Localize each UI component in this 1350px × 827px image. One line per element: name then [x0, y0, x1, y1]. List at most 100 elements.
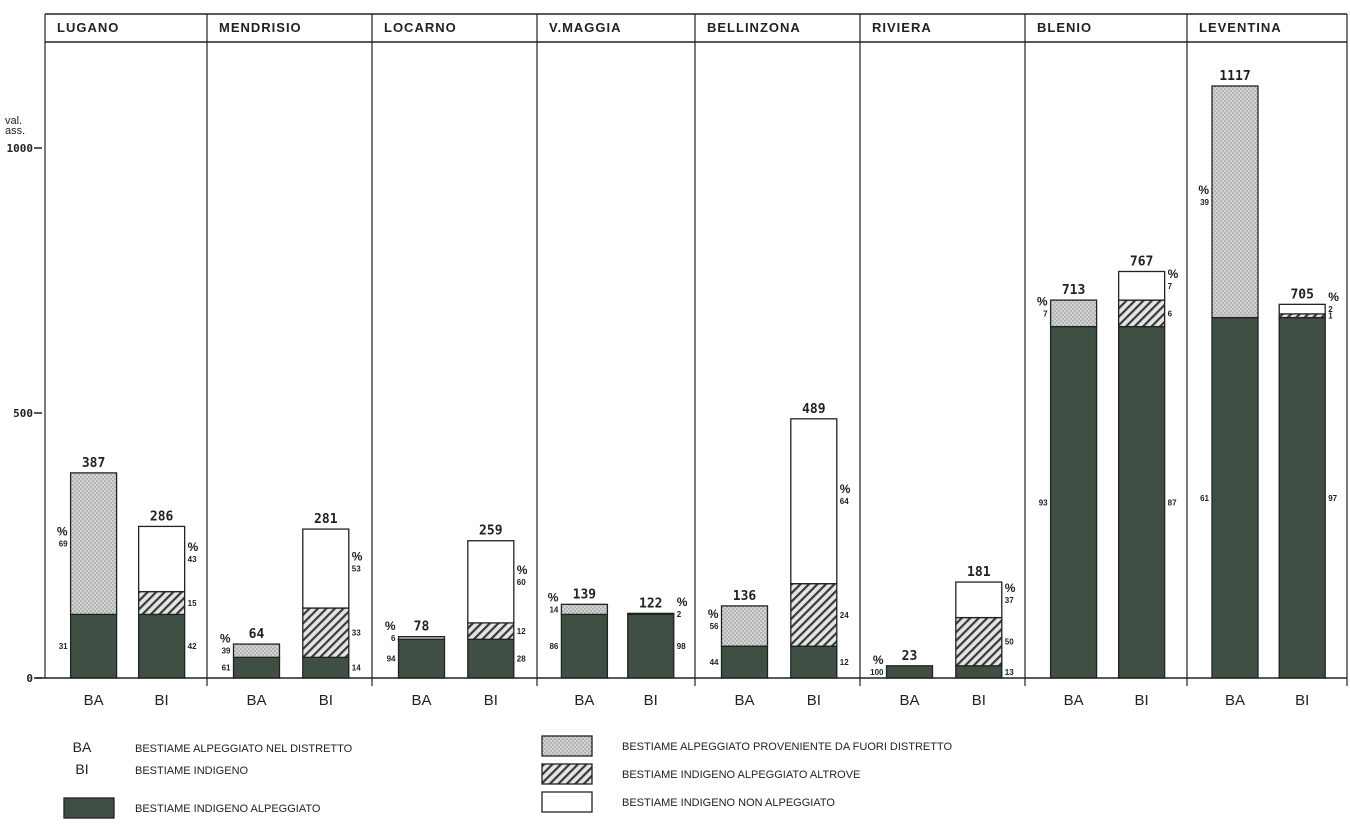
segment-percent-label: 31 — [59, 642, 68, 651]
segment-percent-label: 12 — [517, 627, 526, 636]
bar-segment — [955, 665, 1003, 679]
district-header: LOCARNO — [384, 20, 457, 35]
bar-total-label: 767 — [1130, 254, 1153, 269]
percent-sign: % — [1005, 581, 1016, 595]
bar-segment — [137, 590, 186, 616]
bar-category-label: BI — [972, 692, 986, 709]
bar-total-label: 387 — [82, 456, 105, 471]
district-group: RIVIERA 23 BA 100% 181 BI 13 50 37% — [870, 20, 1016, 709]
segment-percent-label: 28 — [517, 655, 526, 664]
segment-percent-label: 94 — [387, 655, 396, 664]
percent-sign: % — [517, 563, 528, 577]
bar-segment — [1211, 85, 1259, 319]
segment-percent-label: 43 — [188, 555, 197, 564]
district-group: LOCARNO 78 BA 94 6% 259 BI 28 12 60% — [384, 20, 528, 709]
bar-category-label: BA — [411, 692, 431, 709]
bar-total-label: 181 — [967, 565, 991, 580]
district-group: V.MAGGIA 139 BA 86 14% 122 BI 98 2% — [548, 20, 688, 709]
bar-category-label: BI — [1135, 692, 1149, 709]
percent-sign: % — [352, 550, 363, 564]
legend-abbreviation-text: BESTIAME ALPEGGIATO NEL DISTRETTO — [135, 743, 353, 755]
legend-abbreviation-text: BESTIAME INDIGENO — [135, 765, 249, 777]
legend-swatch — [541, 763, 593, 785]
bar-total-label: 713 — [1062, 283, 1085, 298]
segment-percent-label: 33 — [352, 629, 361, 638]
y-tick-label: 500 — [13, 407, 33, 420]
segment-percent-label: 37 — [1005, 596, 1014, 605]
bar-segment — [1278, 316, 1326, 679]
segment-percent-label: 24 — [840, 611, 849, 620]
bar-segment — [560, 603, 609, 616]
bar-category-label: BA — [574, 692, 594, 709]
bar-segment — [137, 525, 186, 593]
bar-segment — [467, 540, 515, 624]
segment-percent-label: 69 — [59, 540, 68, 549]
district-header: LUGANO — [57, 20, 119, 35]
segment-percent-label: 7 — [1043, 309, 1048, 318]
bar-category-label: BA — [1064, 692, 1084, 709]
bar-segment — [1278, 303, 1326, 315]
bar-segment — [467, 638, 515, 679]
segment-percent-label: 15 — [188, 599, 197, 608]
bar-category-label: BA — [1225, 692, 1245, 709]
bar-total-label: 1117 — [1219, 69, 1250, 84]
bar-total-label: 286 — [150, 509, 174, 524]
segment-percent-label: 98 — [677, 642, 686, 651]
bar-total-label: 64 — [249, 627, 265, 642]
bar-segment — [790, 583, 838, 647]
bar-segment — [1117, 299, 1166, 328]
segment-percent-label: 61 — [222, 664, 231, 673]
legend-swatch — [541, 791, 593, 813]
segment-percent-label: 87 — [1168, 498, 1177, 507]
bar-segment — [302, 607, 350, 658]
bar-category-label: BI — [1295, 692, 1309, 709]
bar-category-label: BI — [484, 692, 498, 709]
bar-segment — [1049, 325, 1098, 679]
legend-swatch-text: BESTIAME INDIGENO ALPEGGIATO ALTROVE — [622, 769, 860, 781]
district-header: RIVIERA — [872, 20, 932, 35]
segment-percent-label: 7 — [1168, 282, 1173, 291]
bar-total-label: 489 — [802, 402, 825, 417]
segment-percent-label: 1 — [1328, 312, 1333, 321]
bar-total-label: 705 — [1290, 287, 1313, 302]
segment-percent-label: 93 — [1039, 498, 1048, 507]
bars-layer: LUGANO387BA3169%286BI421543%MENDRISIO64B… — [57, 20, 1339, 709]
bar-segment — [467, 622, 515, 640]
bar-category-label: BA — [899, 692, 919, 709]
legend-swatch — [63, 797, 115, 819]
segment-percent-label: 14 — [549, 605, 558, 614]
bar-segment — [560, 613, 609, 679]
legend: BA BESTIAME ALPEGGIATO NEL DISTRETTO BI BES… — [63, 735, 953, 819]
legend-swatch-text: BESTIAME ALPEGGIATO PROVENIENTE DA FUORI… — [622, 741, 953, 753]
bar-category-label: BA — [84, 692, 104, 709]
percent-sign: % — [1328, 290, 1339, 304]
segment-percent-label: 50 — [1005, 638, 1014, 647]
bar-total-label: 122 — [639, 596, 662, 611]
legend-abbreviation: BI — [75, 761, 88, 777]
legend-swatch — [541, 735, 593, 757]
district-group: LUGANO 387 BA 31 69% 286 BI 42 15 43% — [57, 20, 199, 709]
segment-percent-label: 86 — [549, 642, 558, 651]
percent-sign: % — [1037, 294, 1048, 308]
bar-total-label: 23 — [902, 649, 918, 664]
district-header: MENDRISIO — [219, 20, 302, 35]
percent-sign: % — [1168, 267, 1179, 281]
bar-category-label: BI — [644, 692, 658, 709]
bar-total-label: 78 — [414, 620, 430, 635]
segment-percent-label: 100 — [870, 668, 884, 677]
segment-percent-label: 13 — [1005, 668, 1014, 677]
district-group: MENDRISIO 64 BA 61 39% 281 BI 14 33 53% — [219, 20, 363, 709]
y-tick-label: 0 — [26, 672, 33, 685]
y-axis: val. ass. 0 500 1000 — [5, 115, 42, 685]
bar-segment — [1211, 316, 1259, 679]
percent-sign: % — [873, 653, 884, 667]
percent-sign: % — [840, 482, 851, 496]
bar-segment — [1117, 325, 1166, 679]
district-header: BELLINZONA — [707, 20, 801, 35]
segment-percent-label: 39 — [222, 647, 231, 656]
percent-sign: % — [385, 619, 396, 633]
segment-percent-label: 14 — [352, 664, 361, 673]
segment-percent-label: 44 — [710, 658, 719, 667]
